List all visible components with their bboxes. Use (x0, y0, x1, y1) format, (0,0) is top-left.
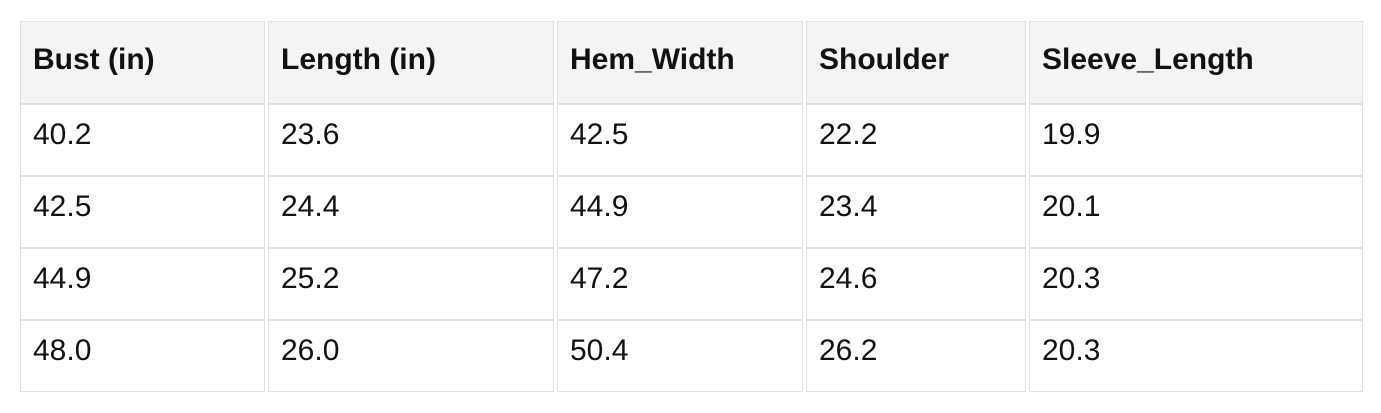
column-header-shoulder: Shoulder (806, 21, 1026, 104)
table-cell: 22.2 (806, 104, 1026, 176)
table-cell: 24.4 (268, 176, 554, 248)
table-cell: 44.9 (20, 248, 265, 320)
table-cell: 48.0 (20, 320, 265, 392)
table-cell: 26.2 (806, 320, 1026, 392)
table-cell: 20.1 (1029, 176, 1363, 248)
table-cell: 42.5 (20, 176, 265, 248)
table-cell: 40.2 (20, 104, 265, 176)
table-cell: 50.4 (557, 320, 803, 392)
column-header-sleeve-length: Sleeve_Length (1029, 21, 1363, 104)
table-row: 42.5 24.4 44.9 23.4 20.1 (20, 176, 1363, 248)
table-cell: 24.6 (806, 248, 1026, 320)
table-cell: 23.6 (268, 104, 554, 176)
table-cell: 47.2 (557, 248, 803, 320)
table-cell: 23.4 (806, 176, 1026, 248)
table-cell: 19.9 (1029, 104, 1363, 176)
column-header-bust: Bust (in) (20, 21, 265, 104)
table-row: 40.2 23.6 42.5 22.2 19.9 (20, 104, 1363, 176)
header-row: Bust (in) Length (in) Hem_Width Shoulder… (20, 21, 1363, 104)
column-header-hem-width: Hem_Width (557, 21, 803, 104)
table-row: 48.0 26.0 50.4 26.2 20.3 (20, 320, 1363, 392)
column-header-length: Length (in) (268, 21, 554, 104)
table-cell: 26.0 (268, 320, 554, 392)
table-cell: 20.3 (1029, 248, 1363, 320)
table-row: 44.9 25.2 47.2 24.6 20.3 (20, 248, 1363, 320)
table-body: 40.2 23.6 42.5 22.2 19.9 42.5 24.4 44.9 … (20, 104, 1363, 392)
size-measurements-table: Bust (in) Length (in) Hem_Width Shoulder… (17, 21, 1366, 392)
table-cell: 42.5 (557, 104, 803, 176)
table-cell: 25.2 (268, 248, 554, 320)
table-cell: 20.3 (1029, 320, 1363, 392)
table-cell: 44.9 (557, 176, 803, 248)
